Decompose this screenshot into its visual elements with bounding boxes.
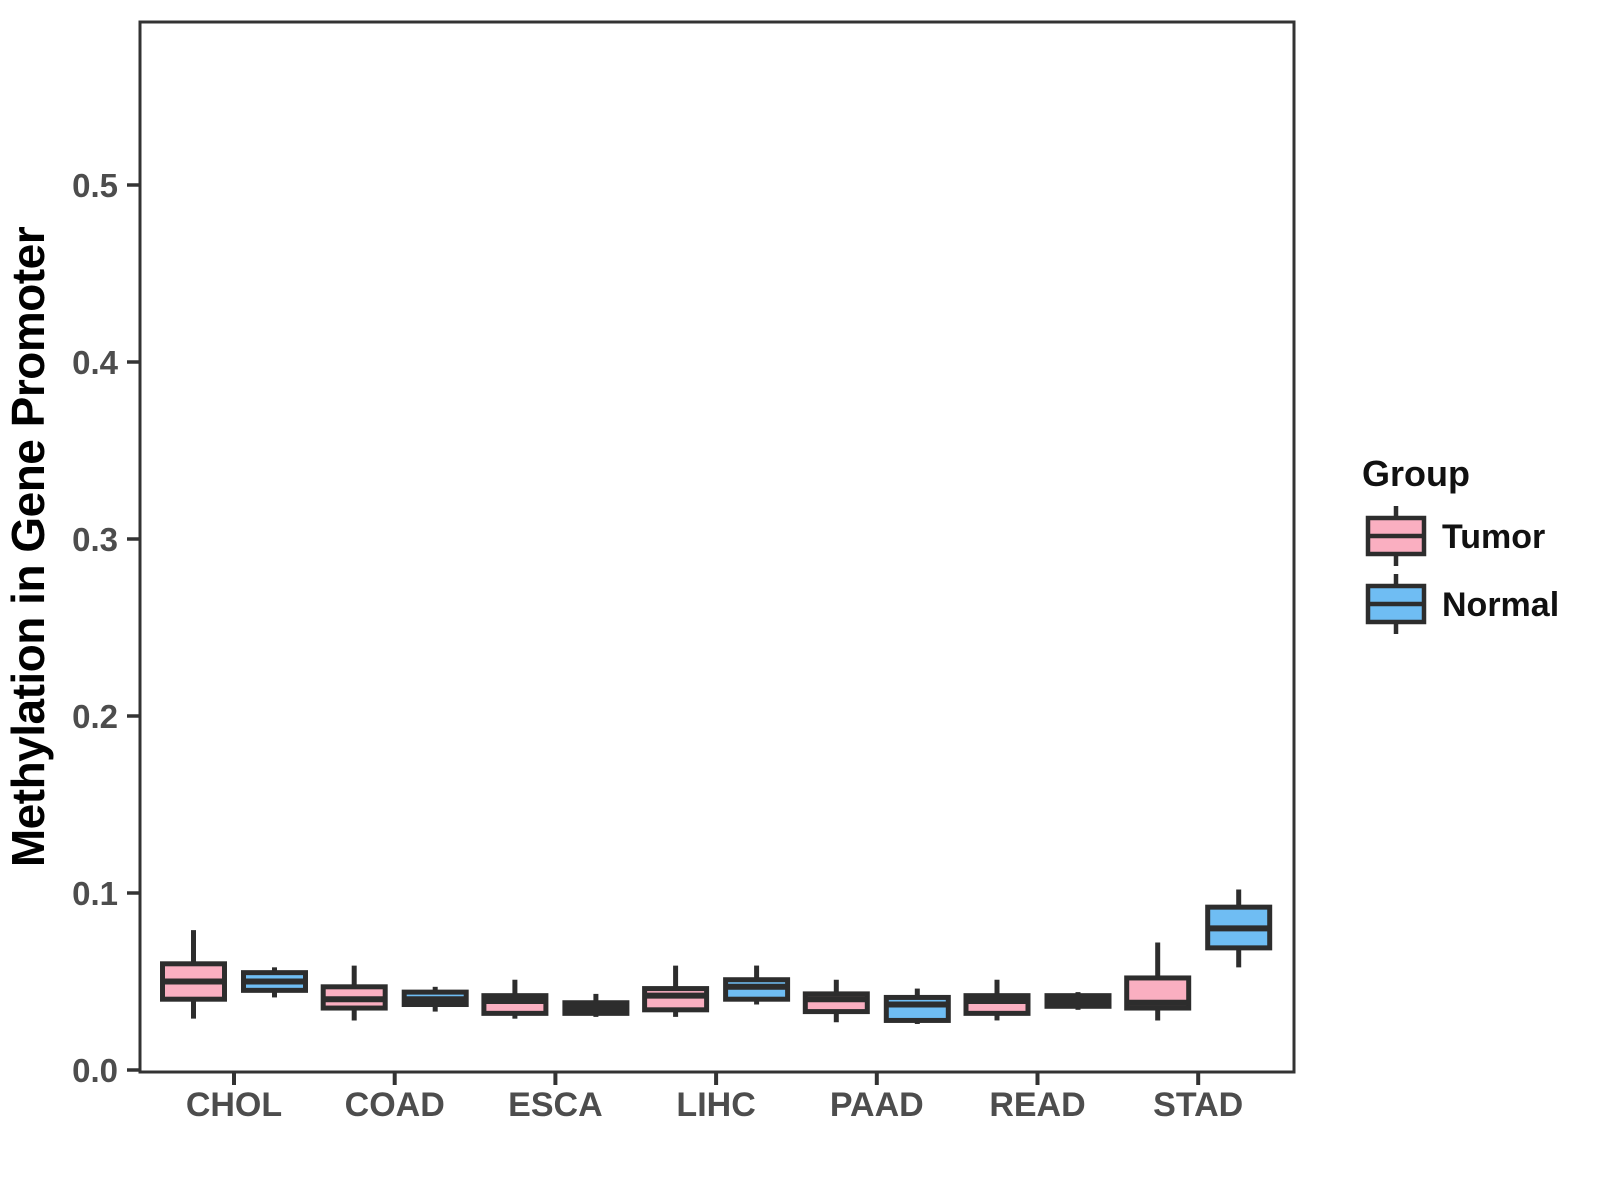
box-coad-normal — [401, 986, 469, 1012]
legend-label: Normal — [1442, 586, 1559, 624]
box-esca-normal — [562, 993, 630, 1017]
y-tick-label: 0.2 — [72, 698, 118, 735]
y-tick-label: 0.3 — [72, 521, 118, 558]
legend-title: Group — [1362, 453, 1470, 494]
box-chol-normal — [241, 967, 308, 998]
legend-label: Tumor — [1442, 518, 1545, 556]
panel-border — [138, 20, 1296, 1074]
box-esca-tumor — [481, 979, 549, 1019]
y-axis-title: Methylation in Gene Promoter — [2, 226, 54, 867]
box-read-tumor — [963, 979, 1031, 1021]
box-paad-tumor — [802, 979, 870, 1023]
boxplot-geoms — [160, 889, 1273, 1024]
y-tick-label: 0.1 — [72, 875, 118, 912]
box-lihc-normal — [723, 965, 791, 1005]
legend-item-normal: Normal — [1365, 574, 1559, 634]
plot-panel — [138, 20, 1296, 1074]
x-tick-label-lihc: LIHC — [676, 1086, 755, 1124]
x-tick-label-chol: CHOL — [186, 1086, 282, 1124]
box-paad-normal — [883, 988, 951, 1024]
x-tick-label-esca: ESCA — [508, 1086, 602, 1124]
legend-items: Tumor Normal — [1365, 506, 1559, 634]
x-tick-label-stad: STAD — [1153, 1086, 1243, 1124]
box-stad-tumor — [1124, 942, 1192, 1021]
box-stad-normal — [1205, 889, 1273, 968]
box-chol-tumor — [160, 930, 227, 1019]
iqr-box — [883, 994, 951, 1023]
x-axis: CHOL COAD ESCA LIHC PAAD READ STAD — [186, 1072, 1243, 1124]
x-tick-label-read: READ — [989, 1086, 1085, 1124]
box-read-normal — [1044, 992, 1112, 1010]
x-tick-label-paad: PAAD — [830, 1086, 924, 1124]
x-tick-label-coad: COAD — [345, 1086, 445, 1124]
y-tick-label: 0.5 — [72, 167, 118, 204]
box-coad-tumor — [320, 965, 388, 1021]
y-tick-label: 0.0 — [72, 1052, 118, 1089]
legend-item-tumor: Tumor — [1365, 506, 1545, 566]
box-lihc-tumor — [642, 965, 710, 1017]
iqr-box — [642, 986, 710, 1013]
legend: Group Tumor Normal — [1362, 453, 1559, 634]
y-axis: 0.0 0.1 0.2 0.3 0.4 0.5 — [72, 167, 140, 1089]
y-tick-label: 0.4 — [72, 344, 119, 381]
